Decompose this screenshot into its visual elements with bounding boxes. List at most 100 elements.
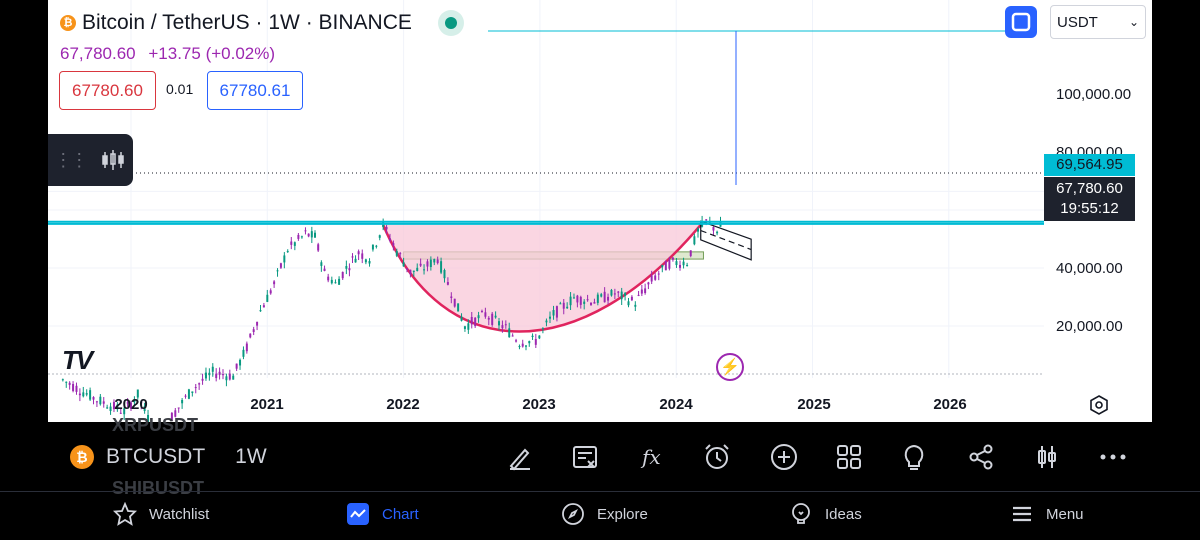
candle-body: [218, 371, 221, 375]
candle-body: [501, 325, 504, 329]
candle-body: [194, 387, 197, 389]
candle-body: [697, 228, 700, 232]
candle-body: [266, 294, 269, 302]
candle-body: [627, 301, 630, 306]
last-price: 67,780.60: [60, 44, 136, 63]
nav-menu-label: Menu: [1046, 505, 1084, 523]
layout-button[interactable]: [832, 440, 866, 474]
candle-body: [429, 259, 432, 268]
candles-icon[interactable]: [99, 146, 127, 174]
candle-body: [548, 316, 551, 319]
nav-watchlist[interactable]: Watchlist: [113, 502, 209, 526]
candle-body: [222, 374, 225, 376]
candle-body: [177, 407, 180, 409]
candle-body: [211, 366, 214, 372]
candle-body: [92, 397, 95, 400]
gear-icon[interactable]: [1088, 394, 1110, 416]
candle-body: [576, 295, 579, 303]
candle-body: [552, 310, 555, 316]
candle-body: [600, 294, 603, 297]
price-axis-label: 20,000.00: [1056, 318, 1123, 335]
candle-body: [412, 270, 415, 272]
ideas-publish-button[interactable]: [897, 440, 931, 474]
fullscreen-button[interactable]: [1005, 6, 1037, 38]
more-button[interactable]: [1096, 440, 1130, 474]
share-button[interactable]: [964, 440, 998, 474]
candles-icon: [1038, 446, 1056, 468]
candle-body: [201, 378, 204, 381]
candle-body: [593, 302, 596, 304]
grid-icon: [837, 445, 861, 469]
candle-body: [624, 293, 627, 296]
candle-body: [634, 304, 637, 307]
currency-value: USDT: [1057, 13, 1098, 31]
candle-body: [215, 373, 218, 379]
time-axis-label: 2024: [659, 396, 693, 413]
candle-body: [330, 279, 333, 284]
candle-body: [323, 268, 326, 271]
candle-body: [317, 244, 320, 251]
candle-body: [228, 373, 231, 380]
star-icon: [113, 502, 137, 526]
candle-body: [463, 326, 466, 329]
candle-body: [644, 288, 647, 294]
candle-body: [460, 316, 463, 321]
candle-body: [534, 339, 537, 345]
symbol-title-row[interactable]: ₿ Bitcoin / TetherUS · 1W · BINANCE: [60, 10, 464, 36]
nav-ideas[interactable]: Ideas: [789, 502, 862, 526]
market-status-icon[interactable]: [437, 10, 464, 36]
time-axis-label: 2023: [522, 396, 556, 413]
price-change: +13.75 (+0.02%): [148, 44, 276, 63]
chart-panel[interactable]: ₿ Bitcoin / TetherUS · 1W · BINANCE 67,7…: [48, 0, 1152, 422]
draw-button[interactable]: [503, 440, 537, 474]
candle-body: [477, 315, 480, 319]
indicators-button[interactable]: fx: [635, 440, 669, 474]
candle-body: [566, 306, 569, 309]
candle-body: [286, 251, 289, 253]
nav-ideas-label: Ideas: [825, 505, 862, 523]
nav-menu[interactable]: Menu: [1010, 502, 1084, 526]
time-axis-label: 2025: [797, 396, 831, 413]
spread-value: 0.01: [166, 81, 194, 97]
candle-body: [123, 408, 126, 415]
candle-body: [345, 266, 348, 269]
nav-explore[interactable]: Explore: [561, 502, 648, 526]
buy-button[interactable]: 67780.61: [207, 71, 303, 110]
toolbar-symbol[interactable]: BTCUSDT: [106, 445, 206, 468]
candle-body: [664, 261, 667, 271]
candle-body: [453, 298, 456, 307]
bar-countdown: 19:55:12: [1060, 200, 1119, 217]
bulb-icon: [904, 444, 924, 470]
candle-body: [654, 275, 657, 280]
toolbar-interval[interactable]: 1W: [235, 445, 267, 468]
chart-type-button[interactable]: [1030, 440, 1064, 474]
candle-body: [174, 410, 177, 417]
price-chart[interactable]: [48, 0, 1152, 422]
drawing-toolbar-pill[interactable]: ⋮⋮: [48, 134, 133, 186]
symbol-switcher[interactable]: ₿ BTCUSDT 1W: [70, 445, 267, 469]
candle-body: [484, 312, 487, 317]
nav-chart-label: Chart: [382, 505, 419, 523]
candle-body: [276, 270, 279, 272]
drag-handle-icon[interactable]: ⋮⋮: [54, 149, 88, 170]
candle-body: [75, 385, 78, 392]
bolt-icon[interactable]: ⚡: [716, 353, 744, 381]
candle-body: [531, 335, 534, 337]
candle-body: [338, 278, 341, 285]
candle-body: [293, 242, 296, 246]
currency-select[interactable]: USDT ⌄: [1050, 5, 1146, 39]
sell-button[interactable]: 67780.60: [59, 71, 156, 110]
candle-body: [504, 324, 507, 326]
candle-body: [712, 226, 715, 231]
candle-body: [443, 270, 446, 279]
object-tree-button[interactable]: [568, 440, 602, 474]
nav-chart[interactable]: Chart: [346, 502, 419, 526]
symbol-title[interactable]: Bitcoin / TetherUS · 1W · BINANCE: [82, 11, 412, 34]
candle-body: [426, 261, 429, 267]
candle-body: [657, 273, 660, 275]
add-button[interactable]: [767, 440, 801, 474]
candle-body: [650, 275, 653, 282]
alerts-button[interactable]: [700, 440, 734, 474]
candle-body: [82, 392, 85, 397]
candle-body: [693, 236, 696, 245]
